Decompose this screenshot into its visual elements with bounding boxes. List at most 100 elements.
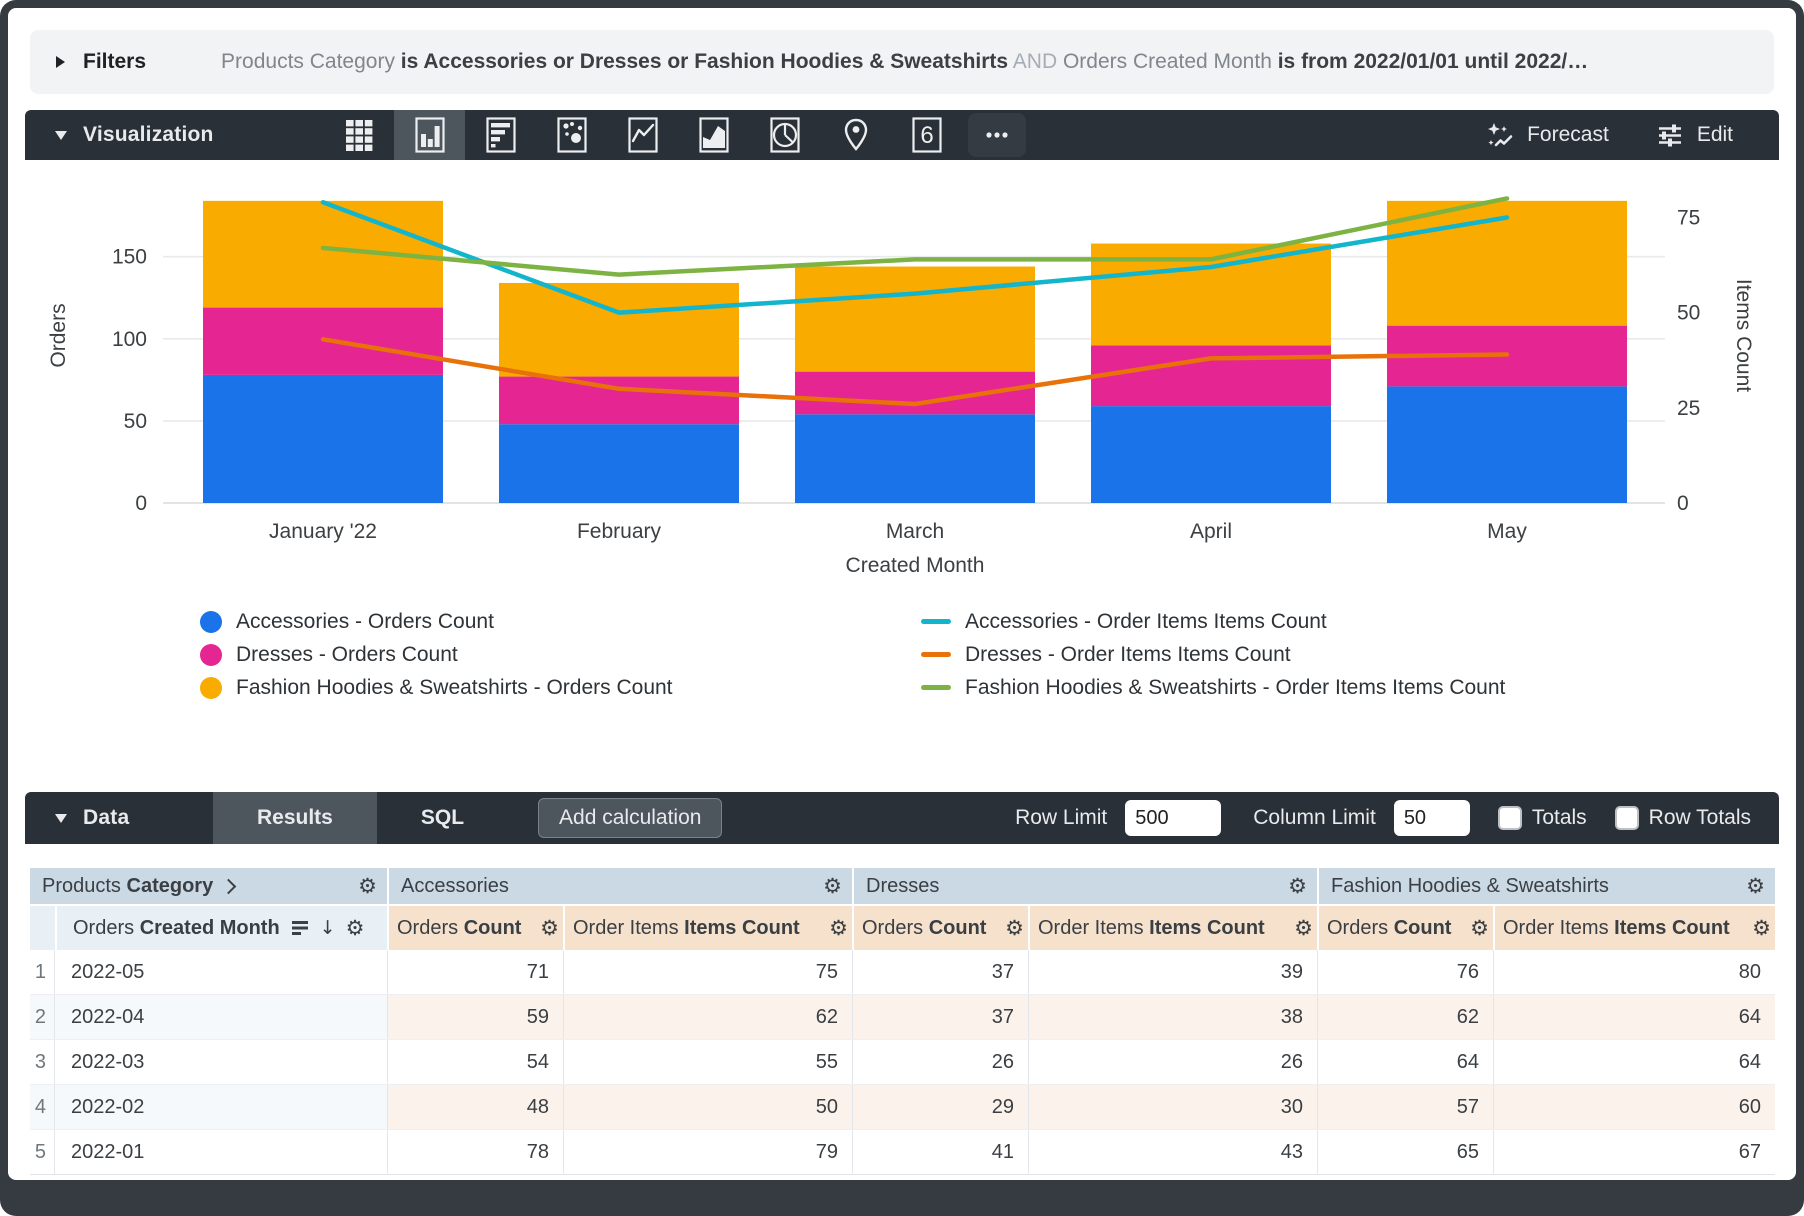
more-options-icon[interactable] — [968, 113, 1026, 157]
dimension-cell[interactable]: 2022-03 — [71, 1050, 145, 1073]
measure-header[interactable]: Orders Count ⚙ — [387, 906, 563, 950]
measure-cell[interactable]: 65 — [1317, 1130, 1493, 1174]
line-series[interactable] — [320, 200, 1510, 315]
measure-cell[interactable]: 30 — [1028, 1085, 1317, 1129]
bar-segment[interactable] — [203, 374, 443, 503]
legend-item[interactable]: Accessories - Orders Count — [200, 610, 673, 633]
bar-segment[interactable] — [1091, 345, 1331, 407]
group-header-products-category[interactable]: Products Category ⚙ — [30, 868, 387, 906]
measure-cell[interactable]: 26 — [852, 1040, 1028, 1084]
single-value-icon[interactable]: 6 — [891, 110, 962, 160]
gear-icon[interactable]: ⚙ — [358, 873, 377, 898]
dimension-cell[interactable]: 2022-04 — [55, 995, 387, 1039]
edit-button[interactable]: Edit — [1655, 120, 1733, 150]
gear-icon[interactable]: ⚙ — [829, 915, 848, 940]
measure-header[interactable]: Order Items Items Count ⚙ — [563, 906, 852, 950]
combo-chart[interactable]: 0 50 100 150 0 25 50 75 January '22 February March… — [25, 160, 1779, 580]
gear-icon[interactable]: ⚙ — [1294, 915, 1313, 940]
expand-filters-icon[interactable] — [56, 56, 65, 68]
measure-header[interactable]: Order Items Items Count ⚙ — [1028, 906, 1317, 950]
measure-cell[interactable]: 75 — [563, 950, 852, 994]
gear-icon[interactable]: ⚙ — [1470, 915, 1489, 940]
bar-segment[interactable] — [499, 376, 739, 425]
line-chart-icon[interactable] — [607, 110, 678, 160]
measure-cell[interactable]: 64 — [1317, 1040, 1493, 1084]
pie-chart-icon[interactable] — [749, 110, 820, 160]
measure-cell[interactable]: 48 — [387, 1085, 563, 1129]
measure-cell[interactable]: 62 — [1317, 995, 1493, 1039]
bar-segment[interactable] — [795, 266, 1035, 372]
measure-cell[interactable]: 62 — [563, 995, 852, 1039]
gear-icon[interactable]: ⚙ — [1005, 915, 1024, 940]
measure-cell[interactable]: 29 — [852, 1085, 1028, 1129]
measure-cell[interactable]: 59 — [387, 995, 563, 1039]
legend-item[interactable]: Dresses - Orders Count — [200, 643, 673, 666]
gear-icon[interactable]: ⚙ — [345, 915, 365, 940]
measure-header[interactable]: Order Items Items Count ⚙ — [1493, 906, 1775, 950]
gear-icon[interactable]: ⚙ — [823, 873, 842, 898]
group-header-accessories[interactable]: Accessories ⚙ — [387, 868, 852, 906]
gear-icon[interactable]: ⚙ — [1746, 873, 1765, 898]
bar-segment[interactable] — [1387, 386, 1627, 503]
measure-cell[interactable]: 41 — [852, 1130, 1028, 1174]
bar-segment[interactable] — [499, 282, 739, 377]
measure-header[interactable]: Orders Count ⚙ — [852, 906, 1028, 950]
bar-segment[interactable] — [1387, 200, 1627, 326]
legend-item[interactable]: Dresses - Order Items Items Count — [921, 643, 1505, 666]
group-header-dresses[interactable]: Dresses ⚙ — [852, 868, 1317, 906]
measure-cell[interactable]: 55 — [563, 1040, 852, 1084]
measure-cell[interactable]: 54 — [387, 1040, 563, 1084]
measure-cell[interactable]: 78 — [387, 1130, 563, 1174]
scatter-chart-icon[interactable] — [536, 110, 607, 160]
measure-cell[interactable]: 37 — [852, 950, 1028, 994]
measure-cell[interactable]: 39 — [1028, 950, 1317, 994]
area-chart-icon[interactable] — [678, 110, 749, 160]
chevron-right-icon[interactable] — [220, 878, 237, 894]
subtotal-icon[interactable] — [290, 918, 310, 938]
collapse-data-icon[interactable] — [55, 813, 67, 823]
measure-cell[interactable]: 76 — [1317, 950, 1493, 994]
totals-checkbox[interactable] — [1497, 806, 1522, 830]
line-series[interactable] — [320, 337, 1510, 407]
sort-desc-icon[interactable]: ↓ — [319, 917, 336, 939]
table-chart-icon[interactable] — [323, 110, 394, 160]
measure-cell[interactable]: 37 — [852, 995, 1028, 1039]
dimension-header-created-month[interactable]: Orders Created Month ↓ ⚙ — [55, 906, 387, 950]
legend-item[interactable]: Accessories - Order Items Items Count — [921, 610, 1505, 633]
dimension-cell[interactable]: 2022-01 — [71, 1140, 145, 1163]
tab-sql[interactable]: SQL — [420, 806, 465, 829]
tab-results[interactable]: Results — [213, 792, 377, 844]
forecast-button[interactable]: Forecast — [1485, 120, 1609, 150]
measure-cell[interactable]: 57 — [1317, 1085, 1493, 1129]
legend-item[interactable]: Fashion Hoodies & Sweatshirts - Orders C… — [200, 676, 673, 699]
row-limit-input[interactable] — [1125, 800, 1222, 836]
row-totals-checkbox-group[interactable]: Row Totals — [1614, 806, 1751, 830]
dimension-cell[interactable]: 2022-02 — [55, 1085, 387, 1129]
row-totals-checkbox[interactable] — [1614, 806, 1639, 830]
measure-header[interactable]: Orders Count ⚙ — [1317, 906, 1493, 950]
column-limit-input[interactable] — [1393, 800, 1470, 836]
measure-cell[interactable]: 64 — [1493, 1040, 1775, 1084]
add-calculation-button[interactable]: Add calculation — [538, 798, 723, 838]
measure-cell[interactable]: 79 — [563, 1130, 852, 1174]
measure-cell[interactable]: 26 — [1028, 1040, 1317, 1084]
bar-segment[interactable] — [1091, 406, 1331, 503]
map-chart-icon[interactable] — [820, 110, 891, 160]
collapse-visualization-icon[interactable] — [55, 130, 67, 140]
legend-item[interactable]: Fashion Hoodies & Sweatshirts - Order It… — [921, 676, 1505, 699]
measure-cell[interactable]: 50 — [563, 1085, 852, 1129]
measure-cell[interactable]: 67 — [1493, 1130, 1775, 1174]
measure-cell[interactable]: 71 — [387, 950, 563, 994]
measure-cell[interactable]: 38 — [1028, 995, 1317, 1039]
bar-chart-icon[interactable] — [465, 110, 536, 160]
gear-icon[interactable]: ⚙ — [540, 915, 559, 940]
bar-segment[interactable] — [499, 424, 739, 503]
bar-segment[interactable] — [795, 414, 1035, 503]
measure-cell[interactable]: 64 — [1493, 995, 1775, 1039]
group-header-fashion-hoodies[interactable]: Fashion Hoodies & Sweatshirts ⚙ — [1317, 868, 1775, 906]
totals-checkbox-group[interactable]: Totals — [1497, 806, 1587, 830]
gear-icon[interactable]: ⚙ — [1288, 873, 1307, 898]
measure-cell[interactable]: 60 — [1493, 1085, 1775, 1129]
line-series[interactable] — [320, 196, 1510, 277]
measure-cell[interactable]: 80 — [1493, 950, 1775, 994]
